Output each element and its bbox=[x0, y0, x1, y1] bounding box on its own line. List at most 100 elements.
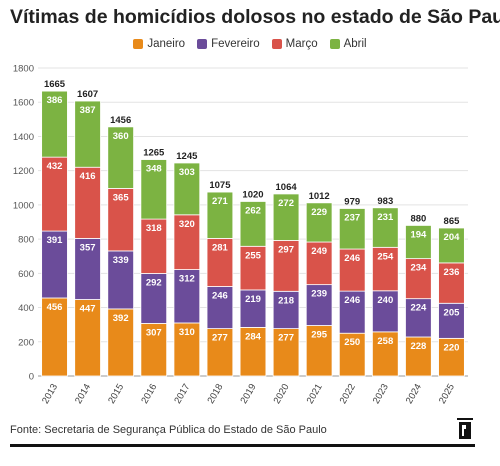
total-label: 1607 bbox=[77, 89, 98, 100]
legend-swatch bbox=[197, 39, 208, 49]
bar-segment-fevereiro bbox=[338, 290, 366, 334]
bar-segment-abril bbox=[140, 159, 168, 220]
legend-label: Março bbox=[285, 38, 318, 50]
data-label: 281 bbox=[212, 242, 229, 253]
data-label: 307 bbox=[146, 327, 162, 338]
legend-label: Janeiro bbox=[147, 38, 186, 50]
data-label: 447 bbox=[80, 304, 96, 315]
x-tick-label: 2025 bbox=[437, 382, 457, 406]
bar-segment-abril bbox=[173, 162, 201, 216]
data-label: 456 bbox=[47, 302, 63, 313]
total-label: 1245 bbox=[176, 151, 198, 162]
legend-swatch bbox=[271, 39, 282, 49]
x-tick-label: 2018 bbox=[205, 382, 225, 406]
total-label: 1020 bbox=[242, 189, 263, 200]
bar-segment-fevereiro bbox=[239, 289, 267, 328]
bar-segment-março bbox=[107, 188, 134, 252]
data-label: 205 bbox=[444, 307, 461, 318]
stacked-bar-chart: 0 200 400 600 800 1000 1200 1400 1600 1800 456 391 4… bbox=[13, 64, 468, 406]
bar-segment-fevereiro bbox=[107, 250, 134, 310]
y-tick-label: 1800 bbox=[13, 64, 34, 75]
bar-segment-janeiro bbox=[438, 337, 465, 377]
bar-segment-fevereiro bbox=[173, 269, 201, 324]
y-tick-label: 1000 bbox=[13, 200, 34, 211]
y-tick-label: 1400 bbox=[13, 132, 34, 143]
data-label: 320 bbox=[179, 219, 195, 230]
bar-segment-janeiro bbox=[173, 322, 201, 377]
bar-segment-janeiro bbox=[305, 325, 333, 377]
data-label: 229 bbox=[311, 207, 327, 218]
bar-segment-março bbox=[206, 238, 234, 287]
y-tick-label: 800 bbox=[18, 235, 34, 246]
data-label: 295 bbox=[311, 330, 328, 341]
data-label: 224 bbox=[410, 303, 427, 314]
total-label: 1265 bbox=[143, 148, 165, 159]
bar-segment-abril bbox=[372, 207, 399, 248]
data-label: 258 bbox=[377, 336, 393, 347]
bar-segment-março bbox=[438, 262, 465, 304]
data-label: 246 bbox=[344, 253, 360, 264]
bar-segment-janeiro bbox=[206, 328, 234, 377]
bar-segment-abril bbox=[405, 225, 432, 260]
bar-segment-abril bbox=[107, 126, 134, 189]
source-note: Fonte: Secretaria de Segurança Pública d… bbox=[10, 424, 327, 436]
data-label: 297 bbox=[278, 244, 294, 255]
bar-segment-janeiro bbox=[41, 297, 68, 377]
total-label: 983 bbox=[377, 196, 393, 207]
bar-segment-fevereiro bbox=[372, 290, 399, 333]
y-tick-label: 200 bbox=[18, 337, 34, 348]
data-label: 220 bbox=[444, 342, 460, 353]
legend-item-fevereiro: Fevereiro bbox=[197, 38, 260, 50]
data-label: 312 bbox=[179, 274, 195, 285]
y-tick-label: 0 bbox=[29, 372, 34, 383]
total-label: 880 bbox=[410, 213, 426, 224]
data-label: 292 bbox=[146, 278, 162, 289]
x-tick-label: 2022 bbox=[338, 382, 358, 406]
bar-segment-março bbox=[405, 258, 432, 300]
bar-segment-janeiro bbox=[338, 332, 366, 377]
legend-item-abril: Abril bbox=[329, 38, 367, 50]
bar-segment-abril bbox=[41, 90, 68, 158]
bar-segment-janeiro bbox=[140, 323, 168, 377]
bar-segment-abril bbox=[338, 208, 366, 250]
x-tick-label: 2017 bbox=[172, 382, 192, 406]
data-label: 239 bbox=[311, 289, 327, 300]
legend-label: Fevereiro bbox=[211, 38, 260, 50]
y-tick-label: 600 bbox=[18, 269, 34, 280]
bar-segment-fevereiro bbox=[272, 290, 300, 330]
data-label: 392 bbox=[113, 313, 129, 324]
y-tick-label: 1200 bbox=[13, 166, 34, 177]
data-label: 272 bbox=[278, 198, 294, 209]
data-label: 237 bbox=[344, 212, 360, 223]
data-label: 204 bbox=[444, 232, 461, 243]
data-label: 254 bbox=[377, 251, 394, 262]
data-label: 432 bbox=[47, 161, 63, 172]
bar-segment-abril bbox=[438, 227, 465, 264]
legend: Janeiro Fevereiro Março Abril bbox=[0, 38, 500, 50]
legend-item-janeiro: Janeiro bbox=[133, 38, 185, 50]
total-label: 979 bbox=[344, 196, 360, 207]
bar-segment-abril bbox=[272, 193, 300, 241]
data-label: 271 bbox=[212, 196, 229, 207]
total-label: 1064 bbox=[276, 182, 298, 193]
legend-label: Abril bbox=[343, 38, 367, 50]
data-label: 303 bbox=[179, 167, 195, 178]
bar-segment-fevereiro bbox=[140, 273, 168, 324]
data-label: 228 bbox=[410, 341, 426, 352]
data-label: 391 bbox=[47, 235, 64, 246]
data-label: 249 bbox=[311, 246, 327, 257]
x-tick-label: 2016 bbox=[139, 382, 159, 406]
data-label: 219 bbox=[245, 294, 261, 305]
bar-segment-abril bbox=[74, 100, 101, 168]
total-label: 1456 bbox=[110, 115, 131, 126]
x-tick-label: 2023 bbox=[371, 382, 391, 406]
data-label: 339 bbox=[113, 255, 129, 266]
legend-swatch bbox=[329, 39, 340, 49]
data-label: 277 bbox=[212, 333, 228, 344]
data-label: 236 bbox=[444, 267, 460, 278]
data-label: 246 bbox=[344, 295, 360, 306]
bar-segment-março bbox=[239, 245, 267, 291]
total-label: 1075 bbox=[209, 180, 231, 191]
data-label: 386 bbox=[47, 95, 63, 106]
legend-swatch bbox=[133, 39, 144, 49]
